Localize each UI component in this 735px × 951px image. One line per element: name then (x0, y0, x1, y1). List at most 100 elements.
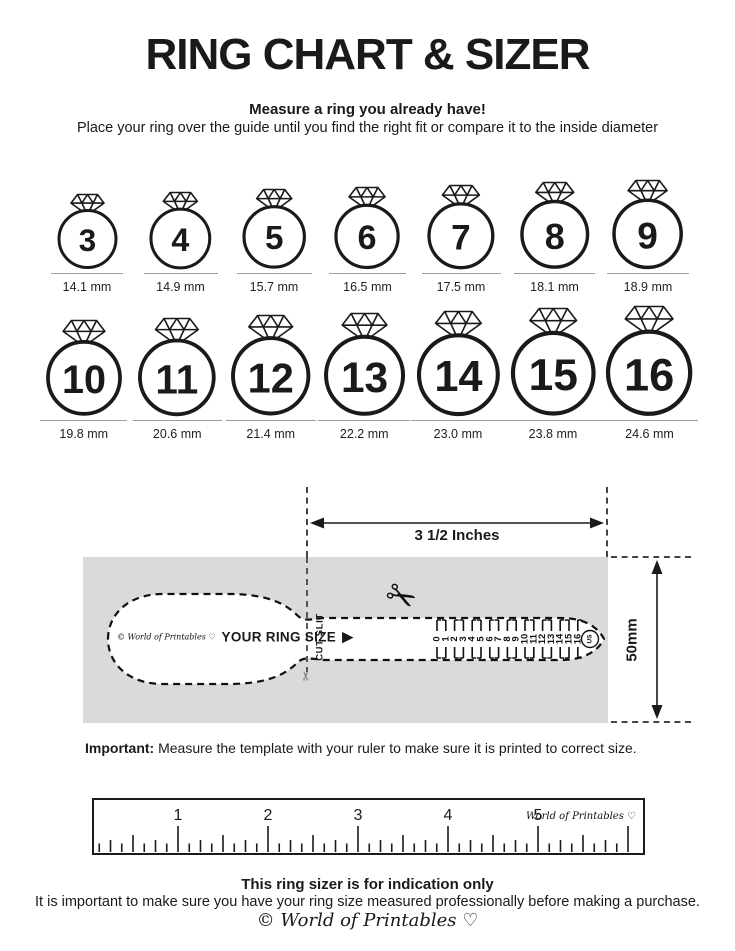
ring-size-number: 12 (248, 355, 294, 402)
ring-size-item-10: 10 19.8 mm (37, 318, 131, 442)
ring-icon: 9 (612, 179, 684, 270)
ring-diameter-label: 18.9 mm (623, 280, 673, 295)
ring-icon: 7 (427, 184, 495, 270)
ring-diameter-label: 21.4 mm (246, 426, 296, 441)
ring-size-number: 5 (265, 220, 283, 257)
ring-size-item-6: 6 16.5 mm (321, 185, 415, 295)
scale-tick (477, 619, 482, 631)
scale-tick (541, 647, 547, 659)
scale-tick (471, 619, 477, 631)
scale-number: 0 (432, 636, 443, 641)
scale-tick (489, 619, 494, 631)
ring-size-number: 3 (78, 223, 95, 258)
scale-tick (506, 619, 512, 631)
footer-body: It is important to make sure you have yo… (35, 894, 700, 910)
intro-body: Place your ring over the guide until you… (76, 120, 659, 136)
height-dimension-arrow (651, 560, 663, 719)
sizer-brand-text: © World of Printables ♡ (117, 632, 216, 642)
ring-size-number: 4 (172, 222, 190, 258)
ring-diameter-label: 14.9 mm (156, 280, 205, 295)
us-badge-label: US (587, 634, 594, 644)
print-check-ruler: 1 2 3 4 5 World of Printables ♡ (92, 798, 645, 855)
ring-icon: 3 (57, 193, 117, 269)
height-dim-dash-top (611, 556, 691, 558)
ring-underline (51, 273, 123, 275)
important-note: Important: Measure the template with you… (85, 740, 637, 756)
small-scissors-icon: ✂ (299, 671, 313, 681)
ring-size-item-3: 3 14.1 mm (40, 192, 134, 296)
ring-underline (601, 419, 698, 421)
ring-size-item-14: 14 23.0 mm (411, 309, 505, 442)
scale-number: 2 (449, 636, 460, 641)
scale-tick (441, 647, 447, 659)
height-dim-dash-bottom (611, 721, 691, 723)
scale-tick (477, 647, 482, 659)
scale-tick (524, 647, 529, 659)
scale-tick (529, 647, 535, 659)
ring-underline (40, 419, 128, 421)
important-note-prefix: Important: (85, 740, 155, 756)
ruler-number: 3 (354, 807, 363, 824)
scale-tick (541, 619, 547, 631)
ring-icon: 12 (231, 314, 311, 416)
ring-icon: 4 (149, 191, 212, 270)
pointer-triangle-icon: ▶ (342, 628, 354, 646)
ring-size-item-11: 11 20.6 mm (131, 316, 225, 442)
width-dim-dash-right (606, 487, 608, 557)
ring-underline (236, 273, 312, 275)
ring-size-item-15: 15 23.8 mm (505, 306, 601, 441)
ring-underline (505, 419, 601, 421)
ring-diameter-label: 18.1 mm (530, 280, 579, 295)
scale-tick (524, 619, 529, 631)
scale-tick (565, 619, 570, 631)
width-dimension-arrow (310, 517, 604, 529)
scale-number: 16 (572, 634, 583, 645)
ring-diameter-label: 22.2 mm (339, 426, 389, 441)
scale-tick (436, 647, 441, 659)
ring-size-item-8: 8 18.1 mm (508, 180, 602, 295)
scale-number: 12 (537, 634, 548, 645)
ring-size-item-7: 7 17.5 mm (414, 183, 508, 296)
ring-diameter-label: 20.6 mm (152, 426, 202, 441)
ring-diameter-label: 14.1 mm (62, 280, 112, 295)
footer-heading: This ring sizer is for indication only (241, 876, 494, 893)
ring-size-number: 6 (358, 219, 377, 257)
ruler-number: 1 (174, 807, 183, 824)
ring-diameter-label: 23.0 mm (433, 426, 483, 441)
scale-tick (577, 619, 582, 631)
scale-tick (512, 647, 517, 659)
ruler-number: 2 (264, 807, 273, 824)
ring-size-number: 8 (544, 216, 564, 257)
ring-underline (607, 273, 689, 275)
scale-tick (494, 647, 500, 659)
ring-icon: 11 (138, 317, 217, 416)
scale-tick (453, 647, 459, 659)
ring-underline (421, 273, 501, 275)
ring-size-number: 14 (434, 353, 482, 401)
scale-number: 6 (484, 636, 495, 641)
ring-size-item-12: 12 21.4 mm (224, 313, 318, 442)
ring-icon: 15 (510, 308, 596, 417)
ring-size-item-5: 5 15.7 mm (227, 187, 321, 295)
ring-size-number: 10 (62, 358, 106, 402)
ruler-brand-text: World of Printables ♡ (526, 811, 636, 822)
scale-tick (506, 647, 512, 659)
ring-underline (143, 273, 218, 275)
ruler-scale: 1 2 3 4 5 (98, 807, 629, 852)
ring-diameter-label: 15.7 mm (249, 280, 299, 295)
scissors-icon: ✂ (378, 571, 424, 621)
height-dimension-label: 50mm (623, 618, 641, 662)
scale-number: 8 (502, 636, 513, 641)
ring-size-number: 16 (624, 350, 674, 401)
scale-tick (459, 619, 465, 631)
ring-chart-row-1: 3 14.1 mm 4 14.9 mm 5 15.7 mm 6 16.5 mm … (0, 178, 735, 295)
scale-tick (559, 647, 565, 659)
ring-size-number: 13 (341, 354, 388, 401)
scale-number: 1 (440, 636, 451, 642)
ring-diameter-label: 16.5 mm (343, 280, 392, 295)
ring-diameter-label: 23.8 mm (528, 426, 578, 441)
ring-chart-row-2: 10 19.8 mm 11 20.6 mm 12 21.4 mm 13 22.2… (0, 304, 735, 442)
page-title: RING CHART & SIZER (145, 30, 591, 79)
